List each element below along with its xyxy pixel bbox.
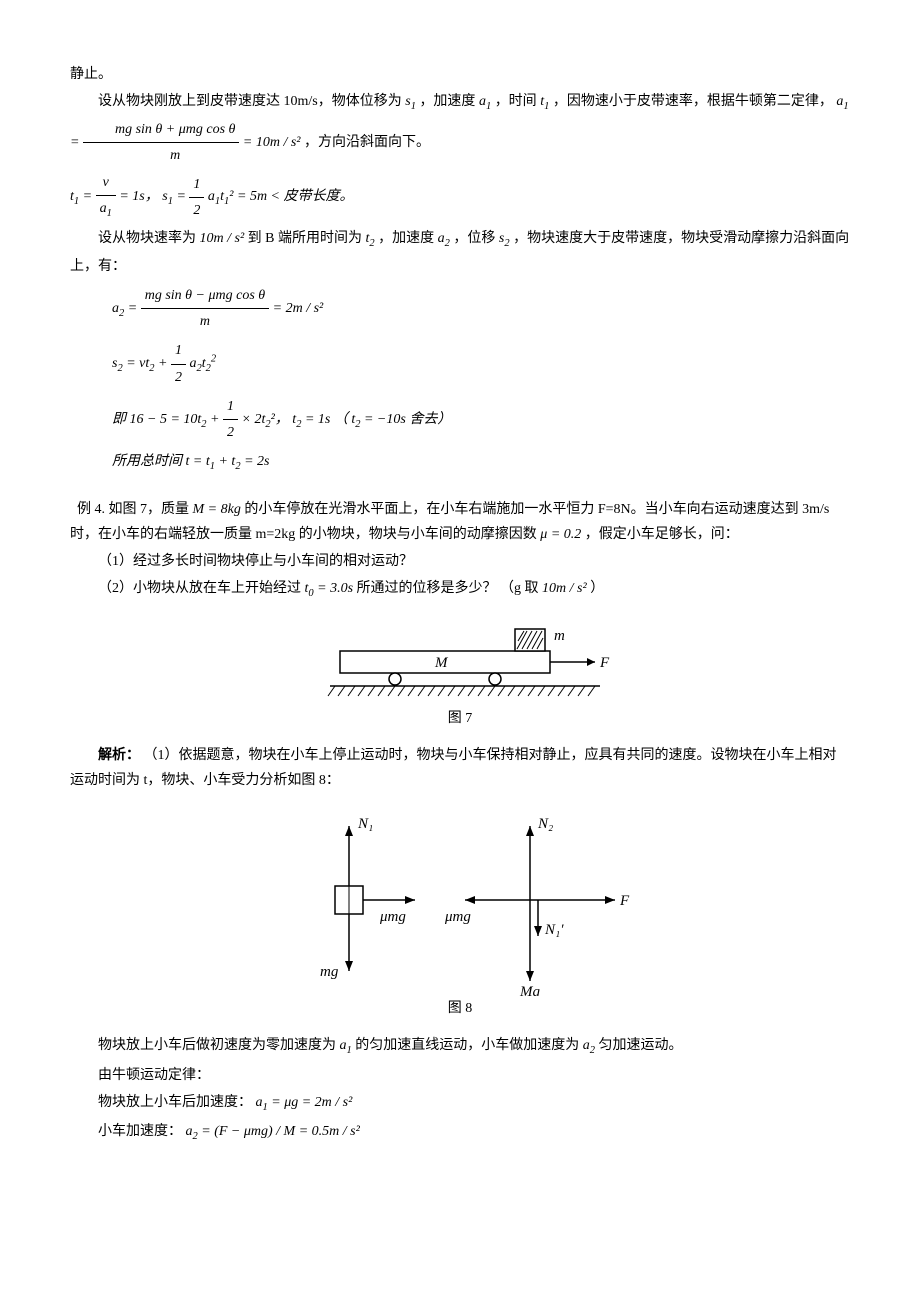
question-2: （2）小物块从放在车上开始经过 t0 = 3.0s 所通过的位移是多少？ （g … — [70, 576, 850, 604]
var-a1: a1 — [479, 94, 491, 109]
text: 例 4. 如图 7，质量 — [77, 502, 193, 517]
label-N2: N₂ — [537, 816, 553, 832]
text: 的匀加速直线运动，小车做加速度为 — [355, 1038, 579, 1053]
var-s1: s1 — [405, 94, 416, 109]
label-N1: N₁ — [357, 816, 373, 832]
text: ，加速度 — [419, 94, 479, 109]
equation-total-t: 所用总时间 t = t1 + t2 = 2s — [112, 449, 850, 477]
text: 设从物块刚放上到皮带速度达 10m/s，物体位移为 — [98, 94, 405, 109]
text: 到 B 端所用时间为 — [248, 231, 362, 246]
equation-a2-cart: 小车加速度： a2 = (F − μmg) / M = 0.5m / s² — [70, 1119, 850, 1147]
text: 10m / s² — [200, 231, 245, 246]
text: ，加速度 — [378, 231, 434, 246]
figure-8-svg: N₁ mg μmg N₂ Mg N₁′ F μmg — [280, 806, 640, 996]
text: 物块放上小车后加速度： — [98, 1095, 252, 1110]
paragraph: 静止。 — [70, 62, 850, 87]
text: ，因物速小于皮带速率，根据牛顿第二定律， — [553, 94, 833, 109]
figure-8-caption: 图 8 — [70, 996, 850, 1021]
figure-8: N₁ mg μmg N₂ Mg N₁′ F μmg 图 8 — [70, 806, 850, 1021]
solution-label: 解析： — [98, 748, 140, 763]
var-t1: t1 — [540, 94, 549, 109]
text: μ = 0.2 — [540, 527, 581, 542]
label-mg: mg — [320, 964, 339, 980]
var-a2: a2 — [438, 231, 450, 246]
example-4: 例 4. 如图 7，质量 M = 8kg 的小车停放在光滑水平面上，在小车右端施… — [70, 497, 850, 547]
text: （2）小物块从放在车上开始经过 — [98, 581, 301, 596]
equation-line: t1 = va1 = 1s， s1 = 12 a1t1² = 5m < 皮带长度… — [70, 170, 850, 224]
label-Mg: Mg — [519, 984, 540, 996]
text: M = 8kg — [193, 502, 241, 517]
text: 由牛顿运动定律： — [98, 1068, 210, 1083]
var-t2: t2 — [366, 231, 375, 246]
text: ，时间 — [495, 94, 541, 109]
paragraph: 物块放上小车后做初速度为零加速度为 a1 的匀加速直线运动，小车做加速度为 a2… — [70, 1033, 850, 1061]
label-N1p: N₁′ — [544, 922, 564, 938]
text: 匀加速运动。 — [599, 1038, 683, 1053]
text: ，假定小车足够长，问： — [585, 527, 739, 542]
var-s2: s2 — [499, 231, 510, 246]
paragraph: 由牛顿运动定律： — [70, 1063, 850, 1088]
text: 10m / s² — [542, 581, 587, 596]
label-mumg-right: μmg — [444, 909, 471, 925]
equation-a2: a2 = mg sin θ − μmg cos θm = 2m / s² — [112, 283, 850, 334]
equation-solve-t2: 即 16 − 5 = 10t2 + 12 × 2t2²， t2 = 1s （ t… — [112, 394, 850, 445]
label-M-cart: M — [434, 655, 449, 671]
paragraph: 设从物块速率为 10m / s² 到 B 端所用时间为 t2 ，加速度 a2 ，… — [70, 226, 850, 279]
text: ，方向沿斜面向下。 — [304, 135, 430, 150]
text: （1）依据题意，物块在小车上停止运动时，物块与小车保持相对静止，应具有共同的速度… — [70, 748, 837, 788]
text: ） — [590, 581, 604, 596]
paragraph: 设从物块刚放上到皮带速度达 10m/s，物体位移为 s1 ，加速度 a1 ，时间… — [70, 89, 850, 168]
label-F-right: F — [619, 893, 630, 909]
text: ，位移 — [453, 231, 495, 246]
figure-7: m M F 图 7 — [70, 616, 850, 731]
text: 小车加速度： — [98, 1124, 182, 1139]
text: 静止。 — [70, 67, 112, 82]
label-m: m — [554, 628, 565, 644]
text: 物块放上小车后做初速度为零加速度为 — [98, 1038, 336, 1053]
equation-s2: s2 = vt2 + 12 a2t22 — [112, 338, 850, 389]
solution-intro: 解析： （1）依据题意，物块在小车上停止运动时，物块与小车保持相对静止，应具有共… — [70, 743, 850, 793]
text: 设从物块速率为 — [98, 231, 196, 246]
equation-a1-block: 物块放上小车后加速度： a1 = μg = 2m / s² — [70, 1090, 850, 1118]
label-mumg-left: μmg — [379, 909, 406, 925]
question-1: （1）经过多长时间物块停止与小车间的相对运动？ — [70, 549, 850, 574]
figure-7-caption: 图 7 — [70, 706, 850, 731]
text: （1）经过多长时间物块停止与小车间的相对运动？ — [98, 554, 413, 569]
label-F: F — [599, 655, 610, 671]
figure-7-svg: m M F — [310, 616, 610, 706]
text: 所通过的位移是多少？ （g 取 — [357, 581, 539, 596]
